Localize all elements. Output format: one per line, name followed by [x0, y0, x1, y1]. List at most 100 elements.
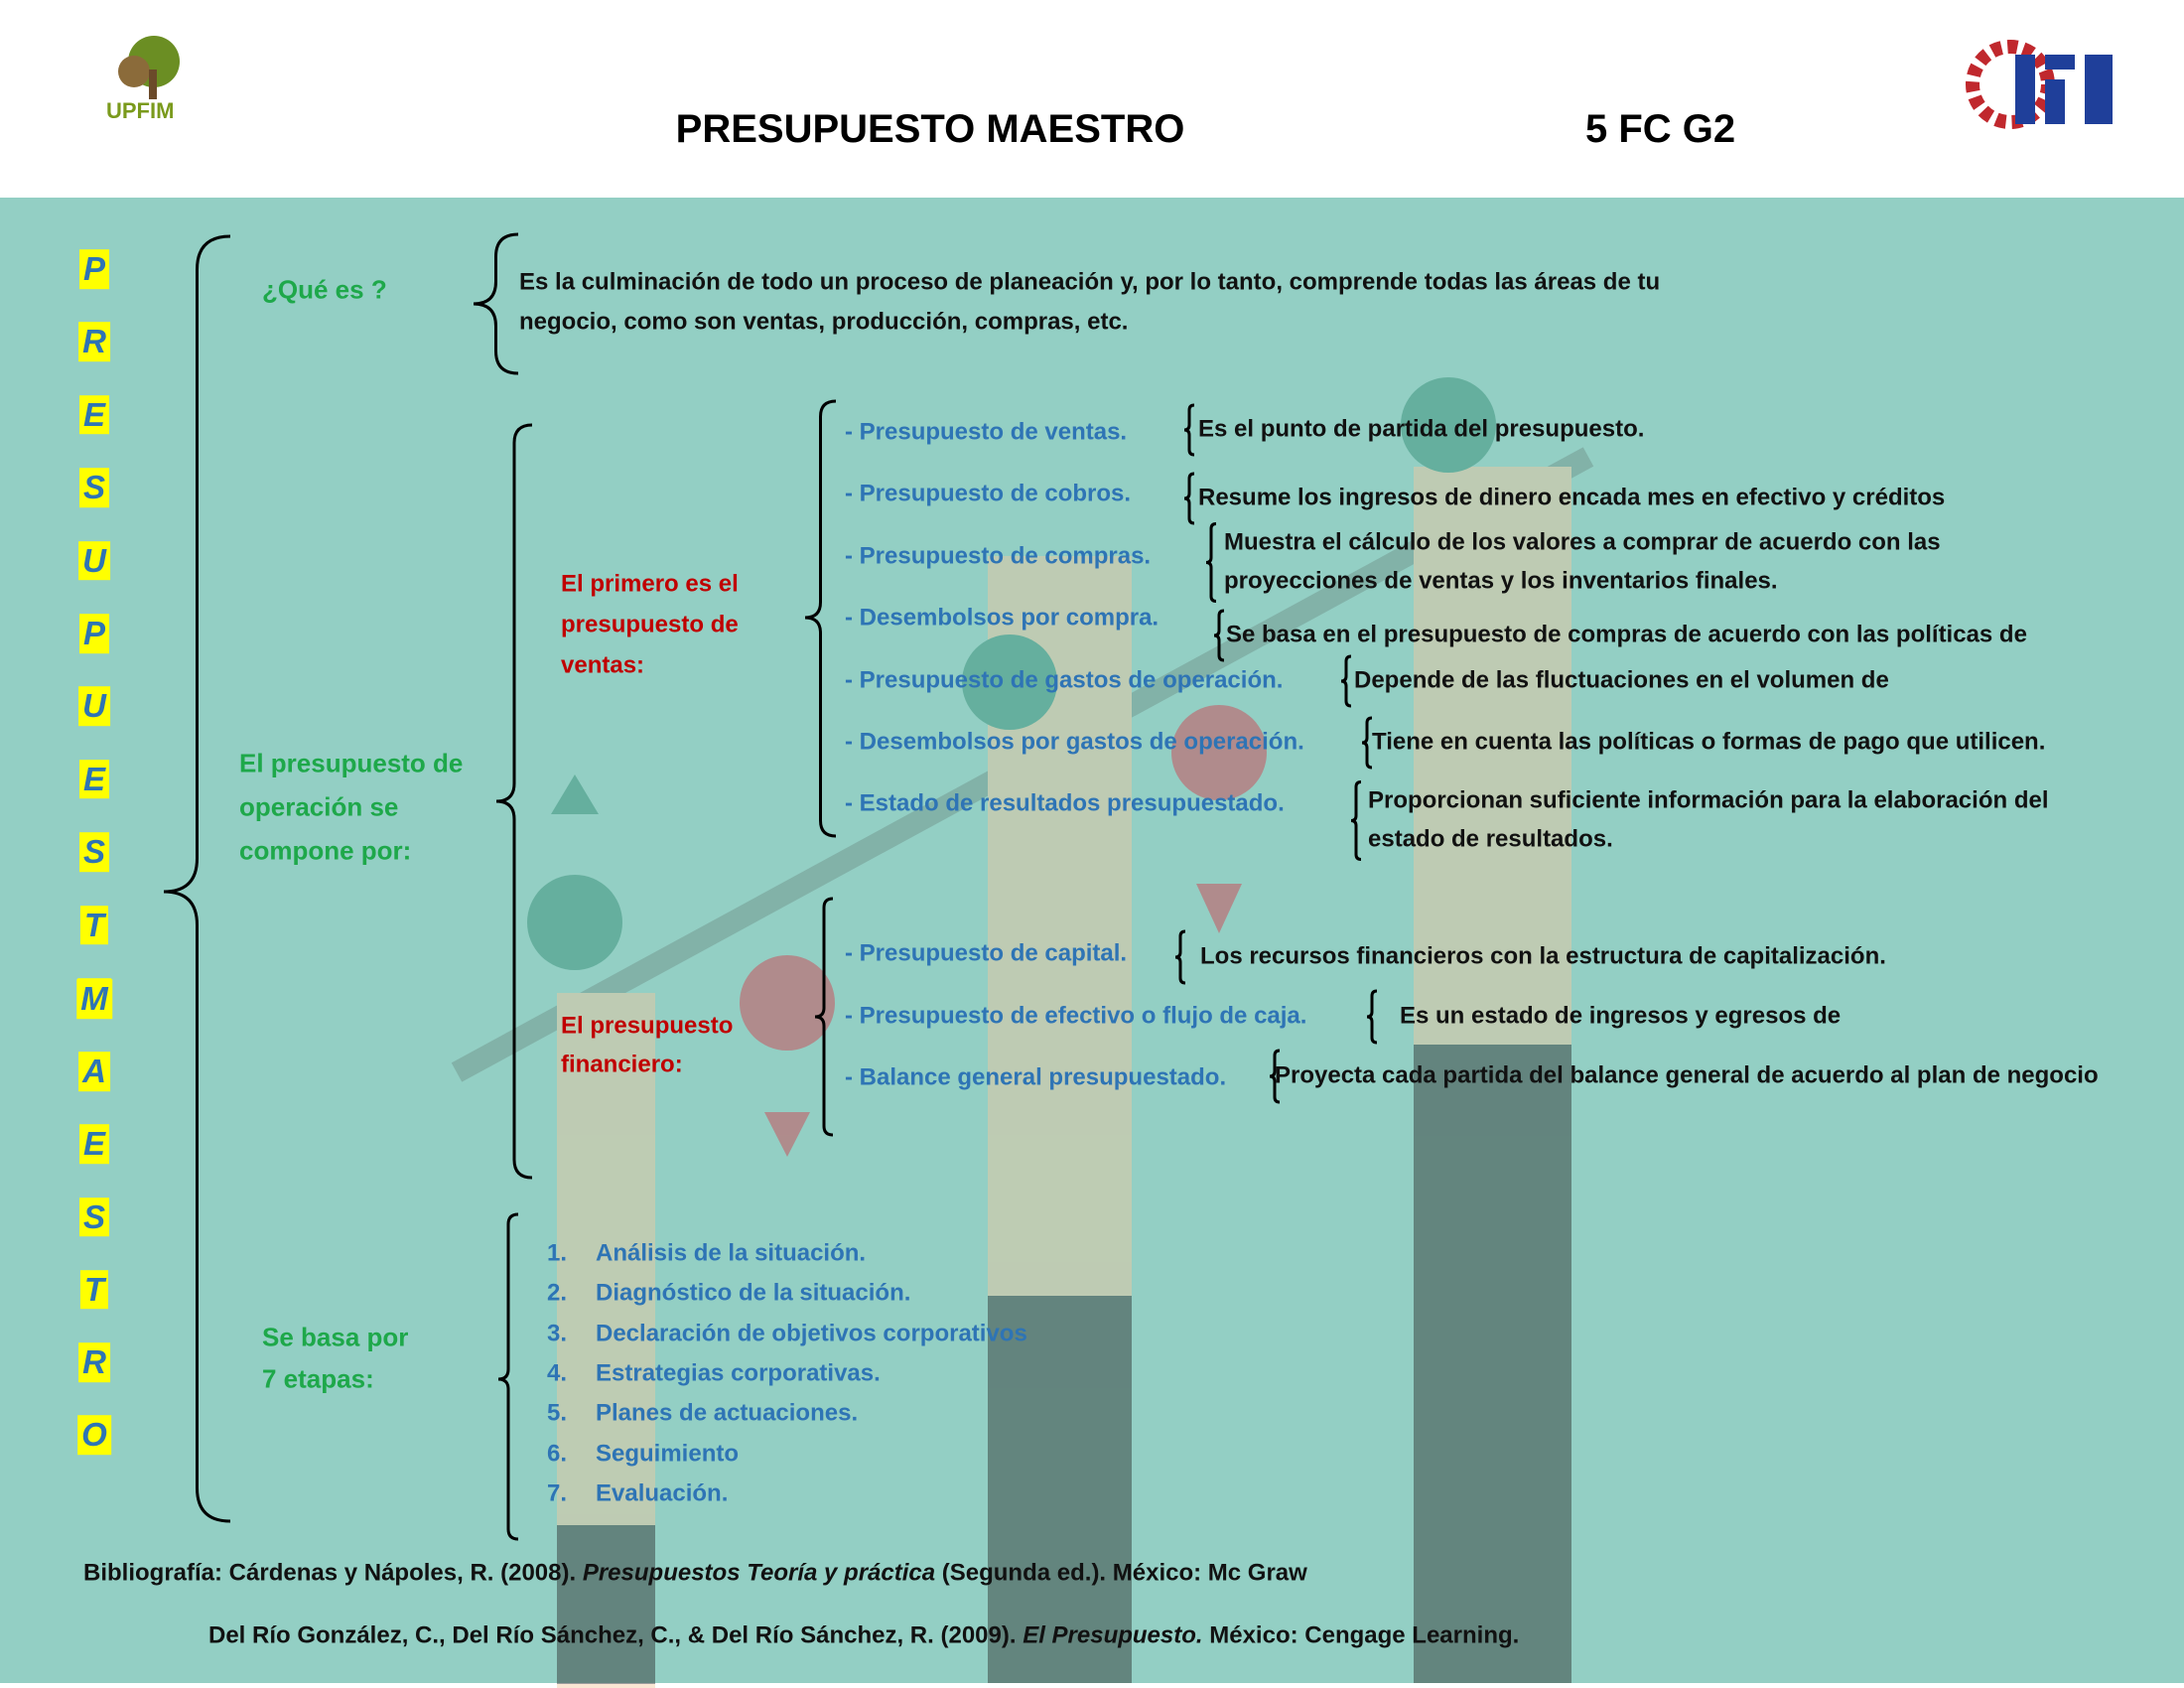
item-name: - Estado de resultados presupuestado.: [845, 789, 1285, 817]
brace: [497, 1212, 519, 1541]
brace: [1174, 929, 1186, 985]
side-letter: U: [78, 686, 110, 727]
item-desc: estado de resultados.: [1368, 825, 1613, 853]
side-letter: S: [78, 1196, 110, 1237]
side-letter: R: [78, 322, 110, 362]
group-label: financiero:: [561, 1051, 683, 1078]
step-number: 6.: [547, 1440, 568, 1468]
group-label: presupuesto de: [561, 611, 739, 638]
reference-text: Del Río González, C., Del Río Sánchez, C…: [208, 1621, 1024, 1649]
trend-line: [451, 447, 1594, 1082]
logo-block: [2085, 55, 2113, 124]
item-desc: Proyecta cada partida del balance genera…: [1275, 1061, 2099, 1089]
brace: [163, 234, 231, 1523]
brace: [1361, 716, 1373, 770]
side-letter: S: [78, 832, 110, 872]
side-letter: P: [78, 614, 110, 653]
logo-left: [118, 36, 180, 99]
step-number: 3.: [547, 1320, 568, 1347]
item-name: - Desembolsos por compra.: [845, 604, 1160, 632]
side-letter: T: [79, 905, 109, 945]
side-letter: E: [78, 760, 110, 799]
reference: Del Río González, C., Del Río Sánchez, C…: [208, 1622, 1519, 1651]
item-name: - Desembolsos por gastos de operación.: [845, 728, 1304, 756]
side-letter: R: [78, 1342, 110, 1382]
item-name: - Presupuesto de efectivo o flujo de caj…: [845, 1002, 1307, 1030]
page-title: PRESUPUESTO MAESTRO: [675, 107, 1185, 151]
group-label: El primero es el: [561, 570, 739, 598]
reference-title: Presupuestos Teoría y práctica: [582, 1559, 936, 1587]
brace: [1350, 780, 1362, 861]
step-number: 4.: [547, 1359, 568, 1387]
logo-trunk: [149, 70, 157, 99]
reference-text: México: Cengage Learning.: [1202, 1621, 1520, 1649]
step-number: 2.: [547, 1279, 568, 1307]
section-label: ¿Qué es ?: [262, 274, 387, 305]
arrow: [551, 774, 599, 814]
step-number: 5.: [547, 1399, 568, 1427]
step-text: Estrategias corporativas.: [596, 1359, 881, 1387]
hands-illustration: [451, 377, 1594, 1688]
side-letter: E: [78, 395, 110, 435]
sleeve: [1414, 1045, 1571, 1683]
step-number: 1.: [547, 1239, 568, 1267]
item-desc: Depende de las fluctuaciones en el volum…: [1354, 666, 1889, 694]
section-label: 7 etapas:: [262, 1363, 374, 1394]
brace: [1366, 989, 1378, 1045]
step-text: Seguimiento: [596, 1440, 740, 1468]
group-label: El presupuesto: [561, 1012, 734, 1040]
reference-text: (Segunda ed.). México: Mc Graw: [935, 1559, 1307, 1587]
side-letter: O: [77, 1415, 111, 1455]
item-name: - Presupuesto de cobros.: [845, 480, 1132, 507]
section-label: El presupuesto de: [239, 748, 464, 778]
up-circle: [962, 634, 1057, 730]
section-label: operación se: [239, 791, 399, 822]
brace: [495, 423, 533, 1180]
brace: [814, 897, 834, 1137]
step-text: Declaración de objetivos corporativos: [596, 1320, 1027, 1347]
group-label: ventas:: [561, 651, 645, 679]
item-desc: Los recursos financieros con la estructu…: [1200, 942, 1886, 970]
up-circle: [1401, 377, 1496, 473]
brace: [1269, 1049, 1281, 1104]
arrow: [764, 1112, 810, 1157]
teal-panel: [0, 198, 2184, 1683]
logo-text: UPFIM: [106, 97, 175, 123]
step-text: Evaluación.: [596, 1479, 729, 1507]
item-name: - Presupuesto de capital.: [845, 939, 1128, 967]
logo-right: [1966, 40, 2113, 129]
side-letter: A: [78, 1052, 110, 1091]
sleeve: [557, 1525, 655, 1684]
brace: [473, 232, 519, 375]
item-name: - Presupuesto de ventas.: [845, 418, 1128, 446]
item-desc: Muestra el cálculo de los valores a comp…: [1224, 528, 1941, 556]
brace: [1183, 403, 1195, 457]
item-desc: Es un estado de ingresos y egresos de: [1400, 1002, 1842, 1030]
hand: [988, 556, 1132, 1311]
side-letter: S: [78, 468, 110, 507]
reference: Bibliografía: Cárdenas y Nápoles, R. (20…: [83, 1560, 1307, 1589]
side-letter: U: [78, 540, 110, 581]
item-name: - Presupuesto de gastos de operación.: [845, 666, 1284, 694]
step-number: 7.: [547, 1479, 568, 1507]
hand: [557, 993, 655, 1688]
logo-block: [2045, 79, 2065, 124]
section-label: compone por:: [239, 835, 412, 866]
sleeve: [988, 1296, 1132, 1683]
brace: [1183, 472, 1195, 525]
arrow: [1196, 884, 1242, 933]
step-text: Diagnóstico de la situación.: [596, 1279, 911, 1307]
logo-tree: [118, 56, 150, 87]
side-letter: E: [78, 1124, 110, 1165]
item-desc: Es el punto de partida del presupuesto.: [1198, 415, 1645, 443]
item-desc: Se basa en el presupuesto de compras de …: [1226, 621, 2027, 648]
down-circle: [1171, 705, 1267, 800]
item-desc: Proporcionan suficiente información para…: [1368, 786, 2049, 814]
reference-text: Bibliografía: Cárdenas y Nápoles, R. (20…: [83, 1559, 583, 1587]
definition-text: negocio, como son ventas, producción, co…: [519, 308, 1129, 336]
side-letter: T: [79, 1270, 109, 1310]
section-label: Se basa por: [262, 1322, 409, 1352]
